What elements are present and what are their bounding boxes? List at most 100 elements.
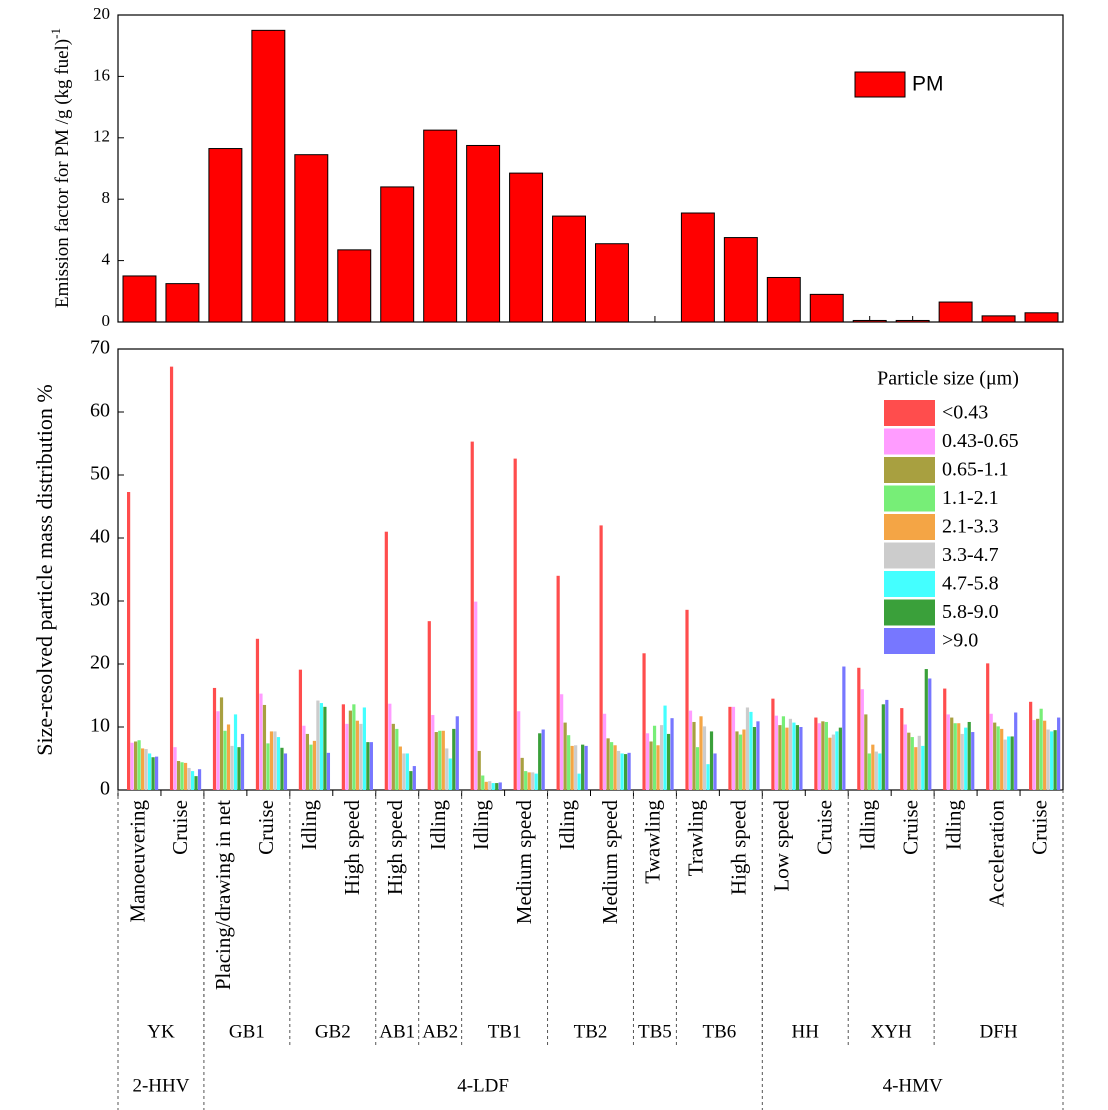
bar — [878, 753, 882, 790]
bar — [659, 725, 664, 790]
bar — [280, 747, 284, 790]
bar — [441, 730, 445, 790]
bar — [1024, 312, 1059, 323]
y-tick-label: 12 — [93, 127, 110, 146]
bar — [427, 621, 431, 790]
bar — [230, 745, 234, 790]
bar — [771, 698, 775, 790]
x-tick-label: Idling — [555, 800, 579, 851]
group-label: GB2 — [315, 1021, 351, 1042]
bar — [183, 762, 188, 790]
bar — [180, 762, 184, 790]
bar — [524, 771, 528, 790]
bar — [412, 766, 416, 790]
bar — [581, 744, 585, 790]
bar — [165, 283, 200, 323]
bar — [950, 717, 954, 790]
legend-label: 0.43-0.65 — [942, 430, 1019, 452]
x-tick-label: High speed — [383, 800, 407, 896]
bar — [520, 757, 524, 790]
bar — [749, 711, 753, 790]
bar — [269, 731, 274, 790]
bar — [391, 723, 395, 790]
bar — [613, 745, 617, 790]
bar — [309, 744, 313, 790]
bar — [666, 733, 671, 790]
bar — [362, 707, 366, 790]
y-tick-label: 50 — [90, 463, 110, 485]
bar — [448, 758, 452, 790]
bar — [541, 729, 545, 790]
bottom-y-label: Size-resolved particle mass distribution… — [32, 384, 57, 755]
bar — [814, 717, 818, 790]
legend-swatch — [884, 428, 935, 455]
bar — [685, 609, 689, 790]
bar — [276, 737, 281, 790]
x-tick-label: High speed — [340, 800, 364, 896]
bar — [266, 743, 270, 790]
x-tick-label: Cruise — [1027, 800, 1051, 855]
bar — [341, 704, 345, 790]
y-tick-label: 16 — [93, 65, 110, 84]
bar — [900, 708, 904, 790]
legend-swatch — [884, 514, 935, 540]
legend-label: 4.7-5.8 — [942, 573, 999, 595]
bar — [809, 293, 844, 323]
bar — [1050, 731, 1054, 790]
bar — [645, 733, 650, 790]
bar — [842, 666, 846, 790]
bar — [624, 754, 628, 790]
bar — [122, 275, 157, 323]
bar — [1053, 730, 1057, 790]
bar — [445, 748, 449, 790]
bar — [187, 767, 191, 790]
bar — [283, 753, 288, 790]
bar — [680, 212, 715, 323]
group-label: YK — [147, 1021, 175, 1042]
type-label: 2-HHV — [132, 1075, 189, 1096]
bar — [989, 713, 993, 790]
x-tick-label: Acceleration — [984, 800, 1008, 908]
bar — [498, 782, 502, 790]
bar — [835, 731, 839, 790]
bar — [369, 742, 373, 790]
bar — [742, 729, 746, 790]
bar — [223, 730, 227, 790]
bar — [208, 148, 243, 323]
bar — [799, 727, 803, 790]
bar — [785, 727, 789, 790]
bar — [298, 669, 303, 790]
bar — [531, 772, 535, 790]
x-tick-label: Idling — [297, 800, 321, 851]
bar — [656, 745, 660, 790]
y-label-text: Emission factor for PM /g (kg fuel) — [52, 39, 73, 308]
bar — [552, 215, 587, 323]
bar — [756, 721, 760, 790]
bar — [194, 776, 198, 790]
legend-label: 5.8-9.0 — [942, 601, 999, 623]
legend-label: 0.65-1.1 — [942, 459, 1009, 481]
bar — [595, 243, 629, 323]
bar — [570, 745, 574, 790]
bar — [141, 748, 145, 790]
legend-label: 3.3-4.7 — [942, 544, 999, 566]
bar — [584, 745, 588, 790]
bar — [627, 752, 631, 790]
bar — [380, 186, 415, 323]
bar — [620, 753, 624, 790]
bar — [355, 720, 359, 790]
bar — [190, 771, 195, 790]
x-tick-label: Low speed — [770, 800, 794, 892]
bar — [326, 752, 331, 790]
bar — [574, 745, 578, 790]
bar — [885, 699, 889, 790]
bar — [431, 715, 435, 790]
y-tick-label: 20 — [90, 652, 110, 674]
bar — [477, 750, 481, 790]
x-tick-label: Cruise — [898, 800, 922, 855]
bar — [960, 733, 964, 790]
group-label: TB1 — [488, 1021, 522, 1042]
bar — [259, 693, 263, 790]
legend-swatch — [884, 628, 935, 654]
